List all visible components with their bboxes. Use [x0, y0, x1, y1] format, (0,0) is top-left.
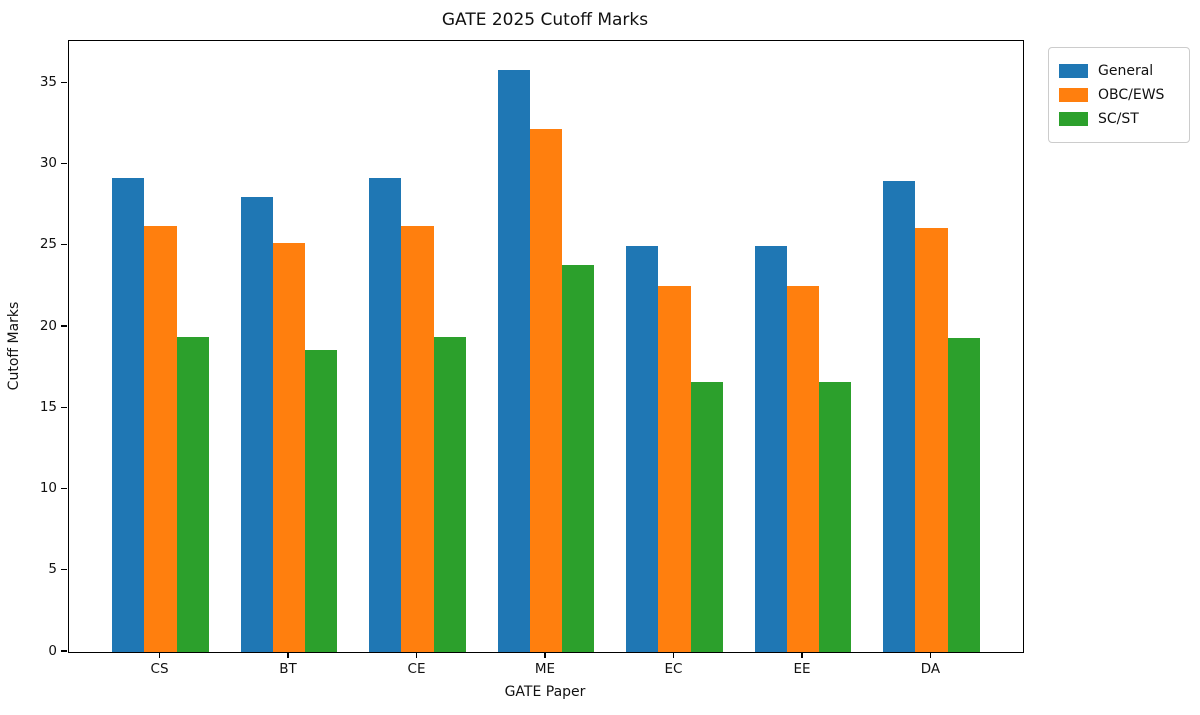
legend-item-general: General — [1059, 61, 1179, 81]
bar-cs-obc-ews — [144, 226, 177, 652]
legend: General OBC/EWS SC/ST — [1048, 47, 1190, 143]
legend-swatch-sc-st — [1059, 112, 1088, 126]
y-tick-label: 5 — [48, 561, 57, 578]
y-tick-label: 30 — [39, 155, 57, 171]
x-tick-label: BT — [279, 661, 297, 677]
x-tick-mark — [287, 652, 289, 658]
y-tick-mark — [61, 487, 67, 490]
y-tick-label: 35 — [39, 73, 57, 90]
y-tick-mark — [61, 81, 67, 83]
x-tick-label: EE — [793, 661, 811, 677]
legend-label: OBC/EWS — [1098, 87, 1165, 103]
y-tick-label: 15 — [39, 398, 57, 415]
legend-label: SC/ST — [1098, 111, 1139, 127]
bar-ec-sc-st — [690, 382, 723, 652]
bar-ce-obc-ews — [401, 226, 434, 652]
legend-item-obc-ews: OBC/EWS — [1059, 85, 1179, 105]
bar-da-obc-ews — [915, 227, 948, 652]
x-tick-label: CS — [150, 661, 169, 677]
x-tick-label: ME — [534, 661, 556, 677]
plot-area — [68, 40, 1024, 653]
bar-bt-obc-ews — [272, 242, 306, 652]
x-tick-label: DA — [920, 661, 941, 677]
bar-cs-sc-st — [176, 336, 209, 652]
x-tick-label: CE — [407, 661, 426, 677]
bar-da-general — [883, 180, 916, 652]
x-axis-label: GATE Paper — [504, 684, 586, 700]
y-tick-label: 25 — [39, 236, 57, 253]
x-tick-label: EC — [664, 661, 683, 677]
bar-ec-obc-ews — [658, 286, 691, 652]
x-tick-mark — [929, 652, 932, 658]
y-tick-mark — [61, 406, 67, 408]
y-tick-label: 0 — [48, 642, 57, 659]
bar-me-general — [497, 70, 530, 652]
y-tick-mark — [61, 325, 67, 327]
bar-cs-general — [112, 177, 145, 652]
bar-ee-sc-st — [819, 382, 852, 652]
y-tick-mark — [61, 162, 67, 165]
bar-ee-general — [754, 245, 787, 652]
chart-title: GATE 2025 Cutoff Marks — [441, 10, 649, 30]
bar-ce-sc-st — [433, 336, 466, 652]
y-tick-label: 20 — [39, 317, 57, 334]
legend-swatch-obc-ews — [1059, 88, 1088, 102]
x-tick-mark — [415, 652, 418, 658]
bar-ee-obc-ews — [786, 286, 820, 652]
legend-swatch-general — [1059, 64, 1088, 78]
bar-bt-sc-st — [305, 349, 338, 652]
legend-label: General — [1098, 63, 1154, 79]
bar-bt-general — [240, 197, 273, 652]
x-tick-mark — [672, 652, 675, 658]
bar-me-obc-ews — [529, 128, 563, 652]
bar-da-sc-st — [947, 338, 980, 652]
x-tick-mark — [801, 652, 803, 658]
y-tick-mark — [61, 244, 67, 246]
bar-ce-general — [369, 177, 402, 652]
y-tick-mark — [61, 569, 67, 571]
bar-ec-general — [626, 245, 659, 652]
y-axis-label: Cutoff Marks — [6, 301, 22, 391]
x-tick-mark — [158, 652, 161, 658]
x-tick-mark — [544, 652, 546, 658]
y-tick-label: 10 — [39, 480, 57, 496]
bar-me-sc-st — [562, 265, 595, 652]
legend-item-sc-st: SC/ST — [1059, 109, 1179, 129]
y-tick-mark — [61, 650, 67, 652]
